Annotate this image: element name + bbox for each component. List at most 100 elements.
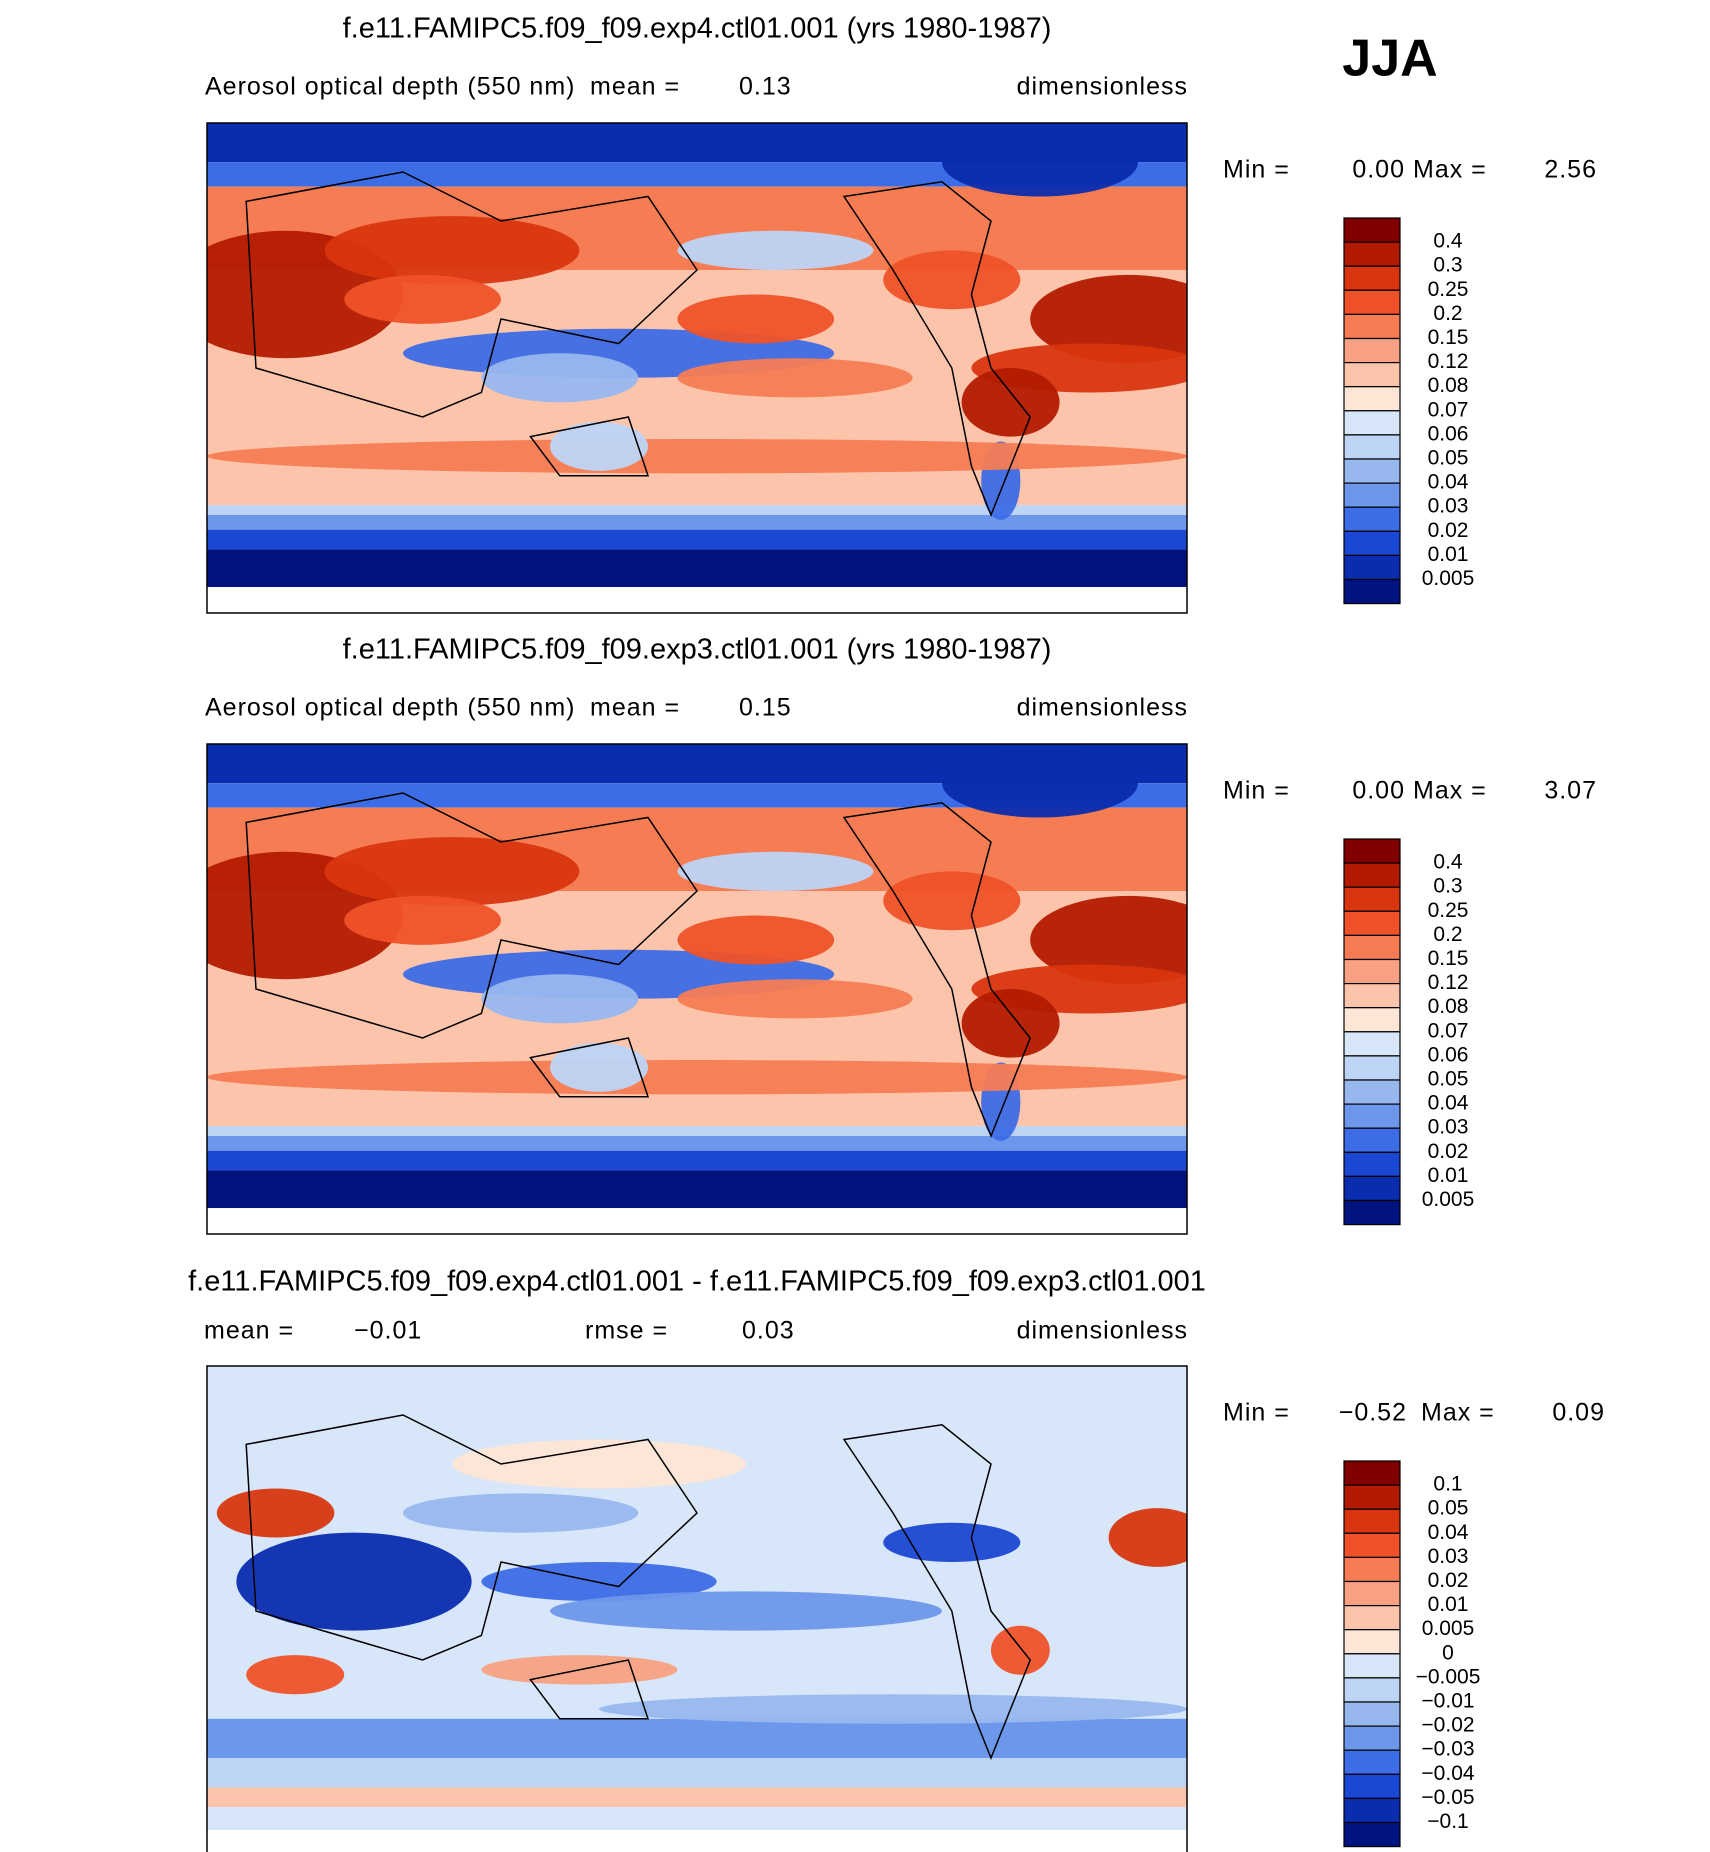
map-field bbox=[942, 748, 1138, 818]
colorbar-box bbox=[1343, 1677, 1401, 1703]
colorbar-box bbox=[1343, 386, 1401, 412]
colorbar-box bbox=[1343, 1532, 1401, 1559]
colorbar-label: 0.01 bbox=[1428, 1164, 1469, 1187]
map-field bbox=[207, 1060, 1187, 1095]
colorbar-box bbox=[1343, 289, 1401, 315]
colorbar-label: 0.05 bbox=[1428, 1068, 1469, 1091]
map-field bbox=[216, 1488, 335, 1538]
max-value: 2.56 bbox=[1544, 156, 1597, 184]
min-value: 0.00 bbox=[1352, 777, 1405, 805]
colorbar-label: −0.04 bbox=[1421, 1762, 1474, 1785]
coastline bbox=[529, 1659, 650, 1720]
panel-title: f.e11.FAMIPC5.f09_f09.exp4.ctl01.001 - f… bbox=[188, 1266, 1206, 1298]
colorbar-box bbox=[1343, 958, 1401, 985]
colorbar-label: −0.05 bbox=[1421, 1786, 1474, 1809]
colorbar-box bbox=[1343, 265, 1401, 291]
min-label: Min = bbox=[1223, 777, 1290, 805]
colorbar-box bbox=[1343, 1151, 1401, 1178]
map bbox=[207, 744, 1187, 1234]
map-field bbox=[599, 1694, 1187, 1724]
colorbar-label: 0.04 bbox=[1428, 1521, 1469, 1544]
colorbar-label: 0.03 bbox=[1428, 1545, 1469, 1568]
colorbar-label: 0.06 bbox=[1428, 422, 1469, 445]
colorbar-label: 0.25 bbox=[1428, 278, 1469, 301]
colorbar-label: 0.25 bbox=[1428, 899, 1469, 922]
colorbar-box bbox=[1343, 1055, 1401, 1081]
map-band bbox=[207, 1170, 1187, 1209]
map-field bbox=[1030, 274, 1187, 364]
map-band bbox=[207, 1150, 1187, 1171]
max-label: Max = bbox=[1413, 777, 1487, 805]
map-field bbox=[942, 127, 1138, 197]
colorbar-box bbox=[1343, 1199, 1401, 1226]
colorbar-box bbox=[1343, 1079, 1401, 1105]
colorbar-box bbox=[1343, 1484, 1401, 1510]
map bbox=[207, 1366, 1187, 1852]
map-field bbox=[1108, 1508, 1187, 1567]
colorbar-label: −0.1 bbox=[1427, 1810, 1468, 1833]
map-field bbox=[677, 230, 874, 270]
colorbar-box bbox=[1343, 313, 1401, 340]
colorbar-box bbox=[1343, 1007, 1401, 1033]
colorbar-box bbox=[1343, 1103, 1401, 1129]
colorbar-box bbox=[1343, 1749, 1401, 1775]
colorbar-box bbox=[1343, 434, 1401, 460]
colorbar-label: 0.06 bbox=[1428, 1043, 1469, 1066]
colorbar-box bbox=[1343, 217, 1401, 243]
colorbar-box bbox=[1343, 1629, 1401, 1655]
map-field bbox=[677, 851, 874, 892]
map-field bbox=[883, 1522, 1021, 1562]
colorbar-box bbox=[1343, 1460, 1401, 1486]
colorbar-label: 0.15 bbox=[1428, 326, 1469, 349]
colorbar-label: 0.3 bbox=[1433, 875, 1462, 898]
colorbar-label: 0.05 bbox=[1428, 1497, 1469, 1520]
colorbar-box bbox=[1343, 1797, 1401, 1824]
colorbar-box bbox=[1343, 1175, 1401, 1202]
map-field bbox=[481, 1562, 717, 1602]
colorbar-label: 0 bbox=[1442, 1641, 1454, 1664]
map-field bbox=[550, 1591, 942, 1631]
colorbar-box bbox=[1343, 410, 1401, 436]
map-band bbox=[207, 549, 1187, 588]
colorbar-label: 0.12 bbox=[1428, 350, 1469, 373]
colorbar-label: 0.15 bbox=[1428, 947, 1469, 970]
colorbar-label: 0.3 bbox=[1433, 254, 1462, 277]
map-field bbox=[550, 1042, 648, 1092]
min-value: −0.52 bbox=[1339, 1399, 1407, 1427]
colorbar-label: 0.005 bbox=[1422, 1617, 1475, 1640]
colorbar-box bbox=[1343, 1653, 1401, 1679]
max-label: Max = bbox=[1421, 1399, 1495, 1427]
coastline bbox=[245, 1414, 698, 1661]
colorbar-label: 0.005 bbox=[1422, 567, 1475, 590]
colorbar-label: 0.03 bbox=[1428, 495, 1469, 518]
map-field bbox=[677, 915, 835, 965]
stat-label: rmse = bbox=[585, 1317, 668, 1345]
max-value: 3.07 bbox=[1544, 777, 1597, 805]
colorbar-box bbox=[1343, 578, 1401, 605]
colorbar-label: 0.02 bbox=[1428, 1569, 1469, 1592]
stat-label: mean = bbox=[590, 694, 680, 722]
map-field bbox=[481, 974, 639, 1024]
map-band bbox=[207, 1136, 1187, 1151]
colorbar-label: 0.2 bbox=[1433, 923, 1462, 946]
colorbar-label: 0.03 bbox=[1428, 1116, 1469, 1139]
colorbar-label: −0.02 bbox=[1421, 1714, 1474, 1737]
panel-title: f.e11.FAMIPC5.f09_f09.exp4.ctl01.001 (yr… bbox=[343, 13, 1052, 45]
colorbar-box bbox=[1343, 862, 1401, 888]
colorbar-label: 0.07 bbox=[1428, 1019, 1469, 1042]
stat-value: 0.13 bbox=[739, 73, 792, 101]
map bbox=[207, 123, 1187, 613]
min-label: Min = bbox=[1223, 156, 1290, 184]
colorbar-box bbox=[1343, 554, 1401, 581]
colorbar-box bbox=[1343, 910, 1401, 936]
stat-label: mean = bbox=[590, 73, 680, 101]
colorbar-label: 0.04 bbox=[1428, 1092, 1469, 1115]
min-value: 0.00 bbox=[1352, 156, 1405, 184]
map-field bbox=[961, 989, 1060, 1058]
map-band bbox=[207, 1787, 1187, 1807]
map-band bbox=[207, 1718, 1187, 1758]
colorbar-box bbox=[1343, 838, 1401, 864]
coastline bbox=[245, 792, 698, 1039]
colorbar-box bbox=[1343, 934, 1401, 961]
